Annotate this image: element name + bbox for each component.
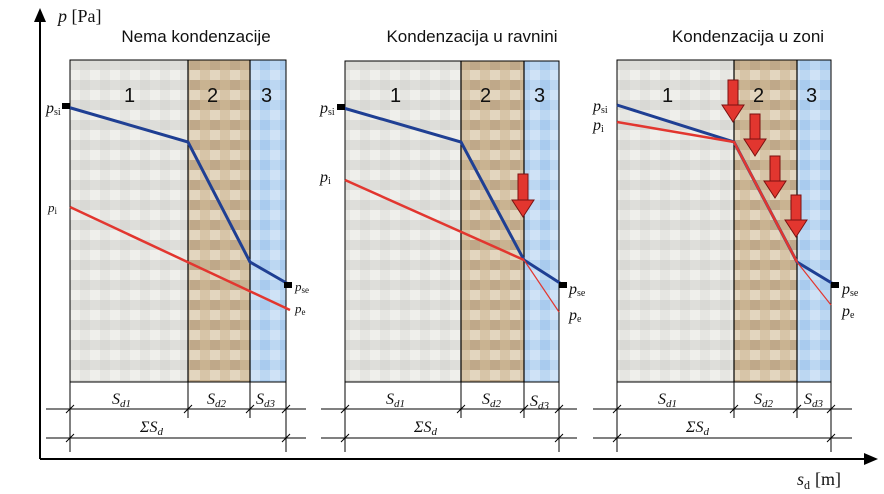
- p-se-label: pse: [294, 279, 309, 295]
- partial-pressure-line: [616, 120, 799, 263]
- panel-title: Kondenzacija u zoni: [672, 27, 824, 46]
- dim-sd2: Sd2: [482, 391, 502, 410]
- dim-sd1: Sd1: [112, 391, 131, 410]
- condensation-arrow-icon: [784, 194, 808, 238]
- dim-sd3: Sd3: [256, 391, 276, 410]
- x-axis-arrow-icon: [864, 453, 878, 465]
- partial-pressure-line-thin: [523, 259, 560, 313]
- partial-pressure-line-thin: [796, 261, 832, 306]
- dimension-lines: [46, 382, 306, 452]
- layer-1-label: 1: [390, 85, 401, 107]
- y-axis-label: p [Pa]: [56, 6, 102, 26]
- dim-sum: ΣSd: [685, 419, 710, 438]
- panel-title: Kondenzacija u ravnini: [386, 27, 557, 46]
- p-se-marker: [284, 282, 292, 288]
- condensation-arrow-icon: [743, 113, 767, 157]
- x-axis-label-var: s: [797, 469, 804, 489]
- p-se-marker: [831, 282, 839, 288]
- layer-3: [250, 60, 286, 382]
- dimension-lines: [321, 382, 577, 452]
- p-e-label: pe: [294, 301, 306, 317]
- dim-sum: ΣSd: [413, 419, 438, 438]
- layer-2: [188, 60, 250, 382]
- dim-sd2: Sd2: [207, 391, 227, 410]
- layer-1: [617, 60, 734, 382]
- p-i-label: pi: [47, 200, 58, 216]
- p-si-label: psi: [45, 100, 61, 118]
- dimension-lines: [593, 382, 852, 452]
- condensation-arrow-icon: [721, 79, 745, 123]
- main-axes: p [Pa] sd [m]: [34, 6, 878, 492]
- layer-1: [70, 60, 188, 382]
- saturation-pressure-line: [63, 104, 291, 287]
- layer-3-label: 3: [806, 85, 817, 107]
- condensation-arrow-icon: [511, 173, 535, 218]
- p-i-label: pi: [319, 169, 331, 187]
- panel-frame: [69, 59, 287, 383]
- dim-sum: ΣSd: [139, 419, 164, 438]
- layer-2-label: 2: [207, 85, 218, 107]
- layer-1-label: 1: [662, 85, 673, 107]
- p-se-marker: [559, 282, 567, 288]
- dim-sd3: Sd3: [804, 391, 824, 410]
- layer-1-label: 1: [124, 85, 135, 107]
- panel-no-condensation: Nema kondenzacije 1 2 3 psi pi pse pe: [45, 27, 309, 452]
- p-se-label: pse: [568, 281, 586, 299]
- y-axis-label-unit: [Pa]: [67, 6, 102, 26]
- condensation-arrow-icon: [763, 155, 787, 199]
- layer-2: [461, 61, 524, 382]
- partial-pressure-line: [69, 205, 291, 312]
- layer-2-label: 2: [753, 85, 764, 107]
- p-e-label: pe: [568, 307, 582, 325]
- p-se-label: pse: [841, 281, 859, 299]
- panel-title: Nema kondenzacije: [121, 27, 270, 46]
- dim-sd2: Sd2: [754, 391, 774, 410]
- p-si-marker: [62, 103, 70, 109]
- dim-sd3: Sd3: [530, 393, 550, 412]
- saturation-pressure-line: [339, 105, 564, 287]
- layer-1: [345, 61, 461, 382]
- x-axis-label: sd [m]: [797, 469, 841, 492]
- panel-frame: [344, 60, 560, 383]
- layer-3-label: 3: [534, 85, 545, 107]
- p-si-label: psi: [319, 100, 335, 118]
- p-si-label: psi: [592, 98, 608, 116]
- p-si-marker: [337, 104, 345, 110]
- partial-pressure-line: [344, 178, 525, 262]
- x-axis-label-unit: [m]: [815, 469, 841, 489]
- p-i-label: pi: [592, 117, 604, 135]
- panel-condensation-plane: Kondenzacija u ravnini 1 2 3 psi pi pse …: [319, 27, 586, 452]
- layer-3-label: 3: [261, 85, 272, 107]
- panel-condensation-zone: Kondenzacija u zoni 1 2 3 psi: [592, 27, 859, 452]
- y-axis-arrow-icon: [34, 8, 46, 22]
- p-e-label: pe: [841, 303, 855, 321]
- dim-sd1: Sd1: [386, 391, 405, 410]
- layer-3: [524, 61, 559, 382]
- layer-2-label: 2: [480, 85, 491, 107]
- panel-frame: [616, 59, 832, 383]
- x-axis-label-sub: d: [804, 478, 810, 492]
- dim-sd1: Sd1: [658, 391, 677, 410]
